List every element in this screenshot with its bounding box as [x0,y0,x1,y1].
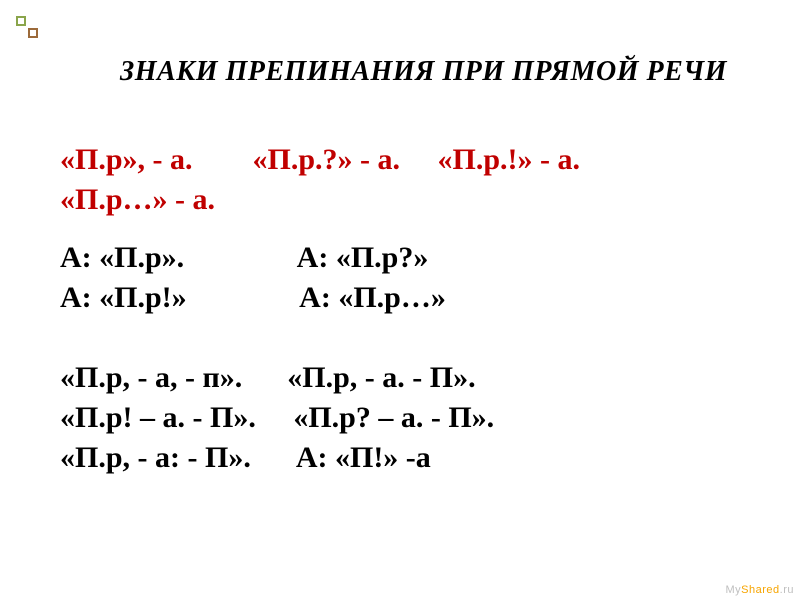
patterns-group-2: А: «П.р». А: «П.р?» А: «П.р!» А: «П.р…» [60,238,740,318]
watermark-part: .ru [780,584,794,596]
patterns-group-1: «П.р», - а. «П.р.?» - а. «П.р.!» - а. «П… [60,140,740,220]
slide-title: ЗНАКИ ПРЕПИНАНИЯ ПРИ ПРЯМОЙ РЕЧИ [120,56,740,88]
watermark-part: Shared [741,584,779,596]
pattern-line: «П.р, - а, - п». «П.р, - а. - П». [60,358,740,398]
pattern-line: «П.р, - а: - П». А: «П!» -а [60,438,740,478]
patterns-group-3: «П.р, - а, - п». «П.р, - а. - П». «П.р! … [60,358,740,478]
pattern-line: А: «П.р!» А: «П.р…» [60,278,740,318]
watermark-part: My [726,584,742,596]
corner-deco-tl-outer [16,16,26,26]
corner-deco-tl-inner [28,28,38,38]
pattern-line: «П.р», - а. «П.р.?» - а. «П.р.!» - а. [60,140,740,180]
pattern-line: А: «П.р». А: «П.р?» [60,238,740,278]
watermark: MyShared.ru [726,584,795,596]
pattern-line: «П.р! – а. - П». «П.р? – а. - П». [60,398,740,438]
pattern-line: «П.р…» - а. [60,180,740,220]
